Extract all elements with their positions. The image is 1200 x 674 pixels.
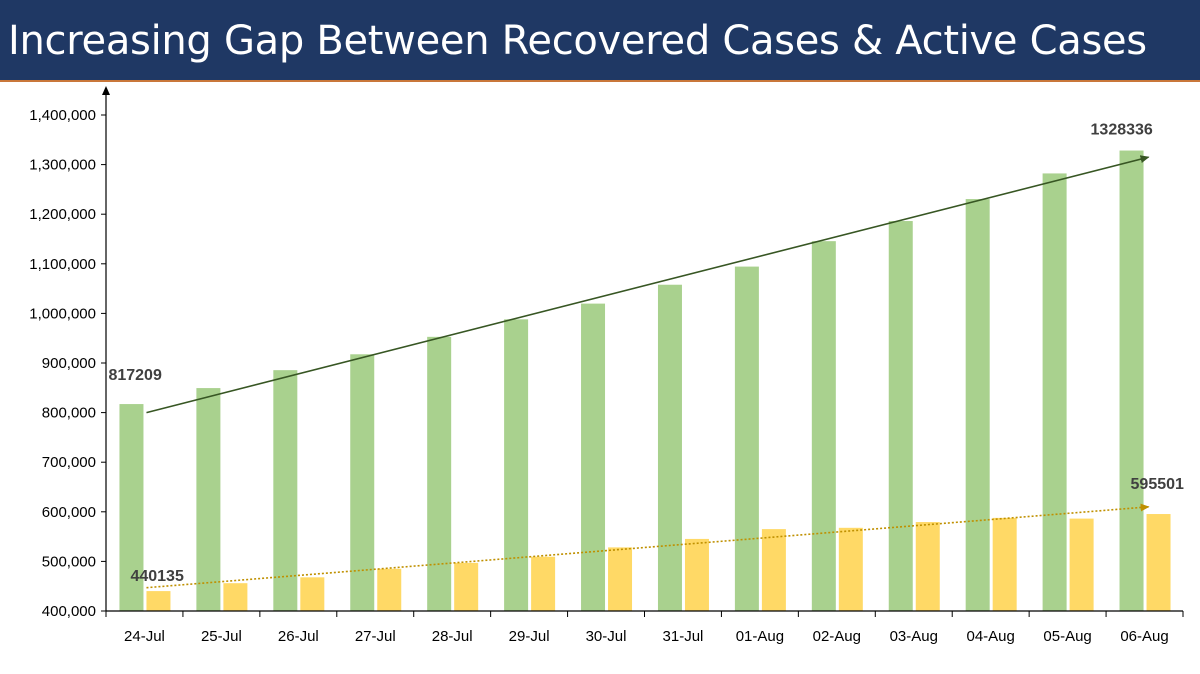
x-tick-label: 01-Aug: [736, 628, 784, 645]
x-tick-label: 24-Jul: [124, 628, 165, 645]
recovered-bar: [504, 319, 529, 611]
recovered-bar: [427, 336, 452, 611]
recovered-bar: [888, 221, 913, 611]
active-bar: [454, 562, 479, 611]
y-tick-label: 1,100,000: [29, 256, 96, 273]
recovered-bar: [965, 199, 990, 611]
y-tick-label: 1,400,000: [29, 107, 96, 124]
x-tick-label: 06-Aug: [1120, 628, 1168, 645]
x-tick-label: 27-Jul: [355, 628, 396, 645]
active-bar: [684, 538, 709, 611]
recovered-bar: [581, 303, 606, 611]
bar-chart: 400,000 500,000 600,000 700,000 800,000 900,0…: [29, 86, 1184, 645]
active-bar: [1146, 514, 1171, 611]
recovered-trendline: [146, 155, 1150, 414]
recovered-bar: [734, 266, 759, 611]
recovered-bar: [1119, 150, 1144, 611]
y-tick-label: 500,000: [42, 553, 96, 570]
recovered-bar: [273, 370, 298, 611]
active-bar: [146, 591, 171, 611]
active-bar: [761, 529, 786, 611]
y-tick-label: 900,000: [42, 355, 96, 372]
x-tick-label: 25-Jul: [201, 628, 242, 645]
axes: [102, 86, 1183, 612]
x-tick-label: 26-Jul: [278, 628, 319, 645]
recovered-bar: [350, 354, 375, 611]
recovered-bar: [657, 284, 682, 611]
trendlines: [146, 155, 1150, 589]
x-axis-ticks: 24-Jul 25-Jul 26-Jul 27-Jul 28-Jul 29-Jul 30-J…: [105, 611, 1184, 645]
recovered-bar: [196, 388, 221, 611]
active-bar: [531, 556, 556, 611]
x-tick-label: 31-Jul: [663, 628, 704, 645]
title-banner: Increasing Gap Between Recovered Cases &…: [0, 0, 1200, 82]
recovered-start-label: 817209: [108, 367, 161, 384]
y-tick-label: 1,000,000: [29, 305, 96, 322]
data-labels: 817209 1328336 440135 595501: [108, 122, 1184, 586]
x-tick-label: 05-Aug: [1043, 628, 1091, 645]
y-tick-label: 800,000: [42, 405, 96, 422]
recovered-end-label: 1328336: [1091, 122, 1153, 139]
y-tick-label: 1,200,000: [29, 206, 96, 223]
active-bar: [223, 583, 248, 611]
y-tick-label: 1,300,000: [29, 157, 96, 174]
x-tick-label: 04-Aug: [966, 628, 1014, 645]
y-axis-ticks: 400,000 500,000 600,000 700,000 800,000 900,0…: [29, 107, 106, 620]
active-start-label: 440135: [130, 568, 183, 585]
recovered-bar: [1042, 173, 1067, 611]
x-tick-label: 29-Jul: [509, 628, 550, 645]
x-tick-label: 03-Aug: [890, 628, 938, 645]
y-tick-label: 400,000: [42, 603, 96, 620]
recovered-bar: [119, 404, 144, 611]
recovered-bar: [811, 241, 836, 611]
y-tick-label: 700,000: [42, 454, 96, 471]
active-trendline: [146, 503, 1150, 589]
active-bar: [1069, 518, 1094, 611]
x-tick-label: 02-Aug: [813, 628, 861, 645]
active-end-label: 595501: [1131, 476, 1184, 493]
x-tick-label: 30-Jul: [586, 628, 627, 645]
active-bar: [300, 577, 325, 611]
page-title: Increasing Gap Between Recovered Cases &…: [8, 18, 1147, 64]
active-bar: [915, 522, 940, 611]
bars: [119, 150, 1171, 611]
active-bar: [838, 527, 863, 611]
y-tick-label: 600,000: [42, 504, 96, 521]
x-tick-label: 28-Jul: [432, 628, 473, 645]
active-bar: [608, 547, 633, 611]
active-bar: [992, 517, 1017, 611]
active-bar: [377, 568, 402, 611]
